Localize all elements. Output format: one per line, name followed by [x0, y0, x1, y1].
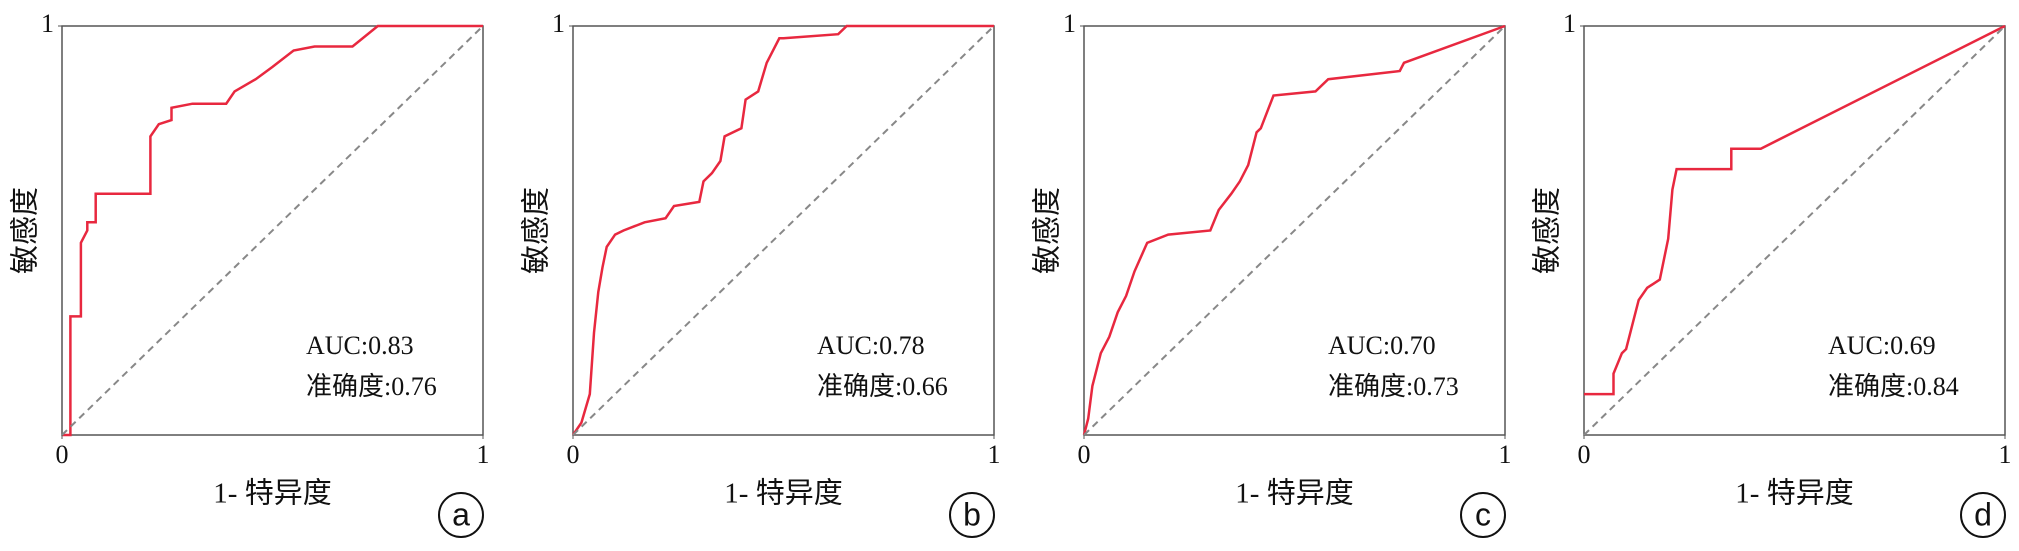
roc-curve — [1082, 24, 1506, 436]
x-tick-label: 1 — [988, 440, 1001, 469]
annotation: 准确度:0.73 — [1328, 372, 1459, 401]
diagonal-line — [61, 25, 484, 436]
roc-curve — [1584, 24, 2006, 396]
plot-frame — [1083, 25, 1506, 436]
panel-badge — [1960, 492, 2006, 538]
diagonal-line — [572, 25, 995, 436]
roc-curve — [571, 24, 994, 436]
roc-curve — [62, 24, 483, 437]
y-axis-label: 敏感度 — [1531, 187, 1564, 274]
x-axis-label: 1- 特异度 — [213, 477, 331, 510]
panel-badge — [438, 492, 484, 538]
panel-badge — [1460, 492, 1506, 538]
panel-label: c — [1475, 496, 1491, 532]
x-tick-label: 0 — [1578, 440, 1591, 469]
x-tick-label: 1 — [1999, 440, 2012, 469]
diagonal-line — [1083, 25, 1506, 436]
x-axis-label: 1- 特异度 — [724, 477, 842, 510]
annotation: AUC:0.78 — [817, 331, 925, 360]
plot-frame — [61, 25, 484, 436]
x-tick-label: 0 — [1078, 440, 1091, 469]
diagonal-line — [1583, 25, 2006, 436]
annotation: AUC:0.70 — [1328, 331, 1436, 360]
y-axis-label: 敏感度 — [9, 187, 42, 274]
plot-frame — [1583, 25, 2006, 436]
x-axis-label: 1- 特异度 — [1735, 477, 1853, 510]
annotation: AUC:0.69 — [1828, 331, 1936, 360]
y-axis-label: 敏感度 — [1031, 187, 1064, 274]
x-tick-label: 1 — [477, 440, 490, 469]
plot-frame — [572, 25, 995, 436]
annotation: 准确度:0.84 — [1828, 372, 1959, 401]
x-axis-label: 1- 特异度 — [1235, 477, 1353, 510]
y-tick-label: 1 — [1563, 9, 1576, 38]
y-axis-label: 敏感度 — [520, 187, 553, 274]
panel-label: a — [452, 496, 470, 532]
x-tick-label: 0 — [567, 440, 580, 469]
annotation: 准确度:0.66 — [817, 372, 948, 401]
y-tick-label: 1 — [552, 9, 565, 38]
annotation: AUC:0.83 — [306, 331, 414, 360]
x-tick-label: 1 — [1499, 440, 1512, 469]
panel-label: d — [1974, 496, 1992, 532]
annotation: 准确度:0.76 — [306, 372, 437, 401]
panel-badge — [949, 492, 995, 538]
y-tick-label: 1 — [1063, 9, 1076, 38]
y-tick-label: 1 — [41, 9, 54, 38]
x-tick-label: 0 — [56, 440, 69, 469]
panel-label: b — [963, 496, 981, 532]
